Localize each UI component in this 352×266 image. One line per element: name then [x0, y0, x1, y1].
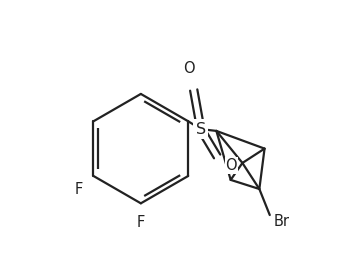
Text: F: F	[75, 182, 83, 197]
Text: O: O	[183, 61, 194, 76]
Text: F: F	[137, 215, 145, 230]
Text: Br: Br	[274, 214, 290, 229]
Text: O: O	[226, 158, 237, 173]
Text: S: S	[196, 122, 206, 137]
